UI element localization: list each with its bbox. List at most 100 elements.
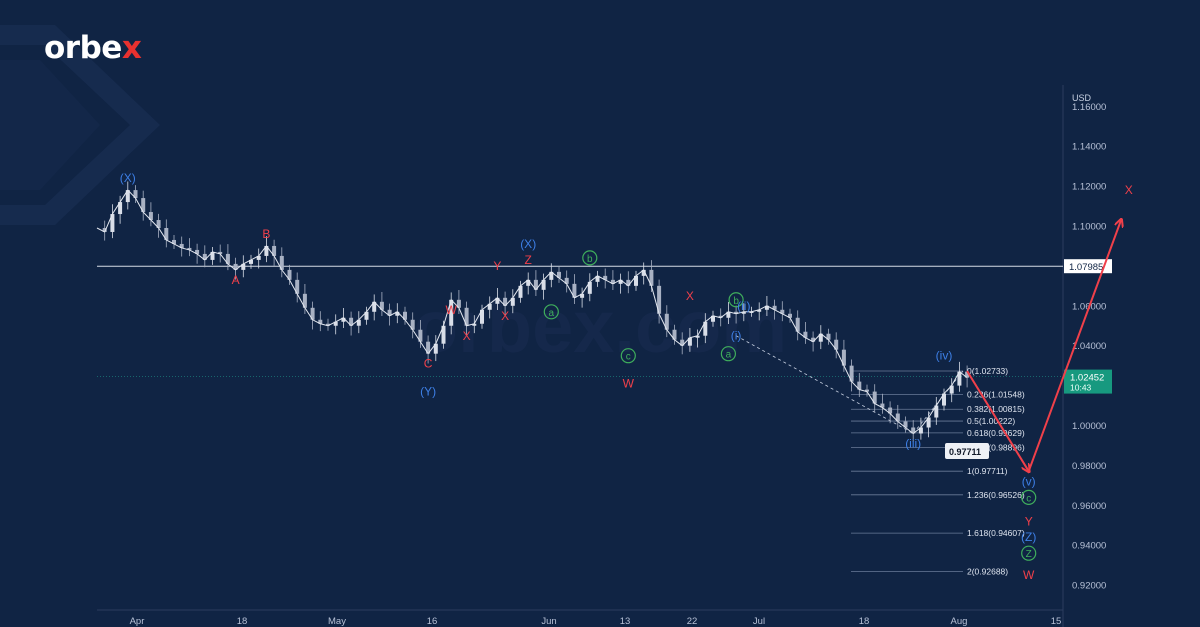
candle-body — [102, 227, 107, 232]
wave-label: A — [232, 273, 240, 287]
candle-body — [618, 279, 623, 284]
candle-body — [295, 279, 300, 294]
candle-body — [934, 405, 939, 418]
y-tick-label: 0.98000 — [1072, 461, 1106, 472]
candle-body — [272, 245, 277, 256]
candle-body — [241, 263, 246, 270]
wave-label: c — [1026, 493, 1031, 504]
candle-body — [880, 403, 885, 408]
candle-body — [410, 319, 415, 330]
fib-level-label: 1.236(0.96526) — [967, 490, 1025, 500]
fib-level-label: 1(0.97711) — [967, 466, 1008, 476]
wave-label-circle — [728, 292, 744, 308]
candle-body — [803, 331, 808, 338]
candle-body — [557, 271, 561, 278]
y-tick-label: 1.00000 — [1072, 421, 1106, 432]
x-tick-label: 18 — [859, 616, 870, 627]
candle-body — [541, 279, 546, 290]
y-tick-label: 1.14000 — [1072, 142, 1106, 153]
candle-body — [441, 325, 446, 344]
y-tick-label: 0.92000 — [1072, 581, 1106, 592]
candle-body — [372, 301, 377, 312]
candle-body — [672, 329, 677, 340]
candle-body — [487, 303, 492, 310]
candle-body — [811, 337, 816, 342]
candle-body — [456, 299, 461, 308]
price-line — [96, 189, 968, 435]
candle-body — [179, 243, 184, 248]
wave-label: (v) — [1022, 474, 1036, 488]
candle-body — [595, 275, 600, 282]
candle-body — [125, 190, 130, 203]
wave-label: b — [733, 296, 739, 307]
y-tick-label: 1.10000 — [1072, 222, 1106, 233]
y-tick-label: 1.04000 — [1072, 341, 1106, 352]
current-price-time: 10:43 — [1070, 383, 1092, 393]
candle-body — [233, 263, 238, 270]
candle-body — [518, 285, 523, 298]
candle-body — [780, 309, 785, 314]
wave-label: W — [1023, 568, 1035, 582]
x-tick-label: 16 — [427, 616, 438, 627]
wave-label: c — [626, 352, 631, 363]
projection-marker-box — [945, 443, 989, 459]
candle-body — [918, 427, 923, 434]
candle-body — [279, 255, 284, 270]
candle-body — [310, 307, 315, 320]
candle-body — [187, 247, 192, 250]
wave-label: a — [726, 350, 732, 361]
wave-label: (Z) — [1021, 530, 1036, 544]
candle-body — [210, 251, 215, 260]
candle-body — [148, 212, 153, 221]
candle-body — [318, 319, 323, 324]
y-tick-label: 0.94000 — [1072, 541, 1106, 552]
fib-level-label: 2(0.92688) — [967, 566, 1008, 576]
candle-body — [256, 255, 261, 260]
candle-body — [695, 335, 700, 338]
candle-body — [818, 333, 823, 342]
candle-body — [664, 313, 669, 330]
candle-body — [888, 407, 893, 414]
watermark: orbex.com — [413, 285, 787, 368]
wave-label: (X) — [120, 171, 136, 185]
candle-body — [202, 253, 207, 260]
candle-body — [472, 323, 477, 326]
candle-body — [872, 391, 877, 404]
candle-body — [379, 301, 384, 310]
trend-line-dashed — [735, 335, 914, 434]
candle-body — [426, 341, 431, 354]
candle-body — [834, 339, 839, 350]
candle-body — [480, 309, 484, 324]
projection-arrow — [966, 370, 1029, 471]
x-tick-label: 22 — [687, 616, 698, 627]
candle-body — [249, 259, 253, 264]
current-price-box — [1064, 369, 1112, 394]
candle-body — [680, 339, 685, 346]
candle-body — [195, 249, 200, 254]
wave-label-circle — [582, 250, 598, 266]
horizontal-level-box — [1064, 259, 1112, 274]
wave-label: X — [463, 329, 471, 343]
fib-level-label: 1.618(0.94607) — [967, 528, 1025, 538]
candle-body — [564, 277, 569, 284]
candle-body — [649, 269, 654, 286]
candle-body — [865, 389, 869, 392]
candle-body — [641, 269, 646, 276]
currency-label: USD — [1072, 93, 1092, 103]
wave-label: (ii) — [737, 299, 750, 313]
candle-body — [433, 343, 438, 354]
candle-body — [857, 381, 862, 390]
wave-label: (i) — [731, 329, 742, 343]
fib-level-label: 0.236(1.01548) — [967, 390, 1025, 400]
wave-label: a — [549, 308, 555, 319]
candle-body — [172, 239, 176, 244]
candle-body — [734, 311, 739, 314]
candle-body — [533, 279, 538, 290]
candle-body — [657, 285, 662, 314]
projection-marker-label: 0.97711 — [949, 447, 981, 457]
x-tick-label: Aug — [951, 616, 968, 627]
fib-level-label: 0.618(0.99629) — [967, 428, 1025, 438]
candle-body — [849, 365, 854, 382]
candle-body — [510, 297, 515, 306]
